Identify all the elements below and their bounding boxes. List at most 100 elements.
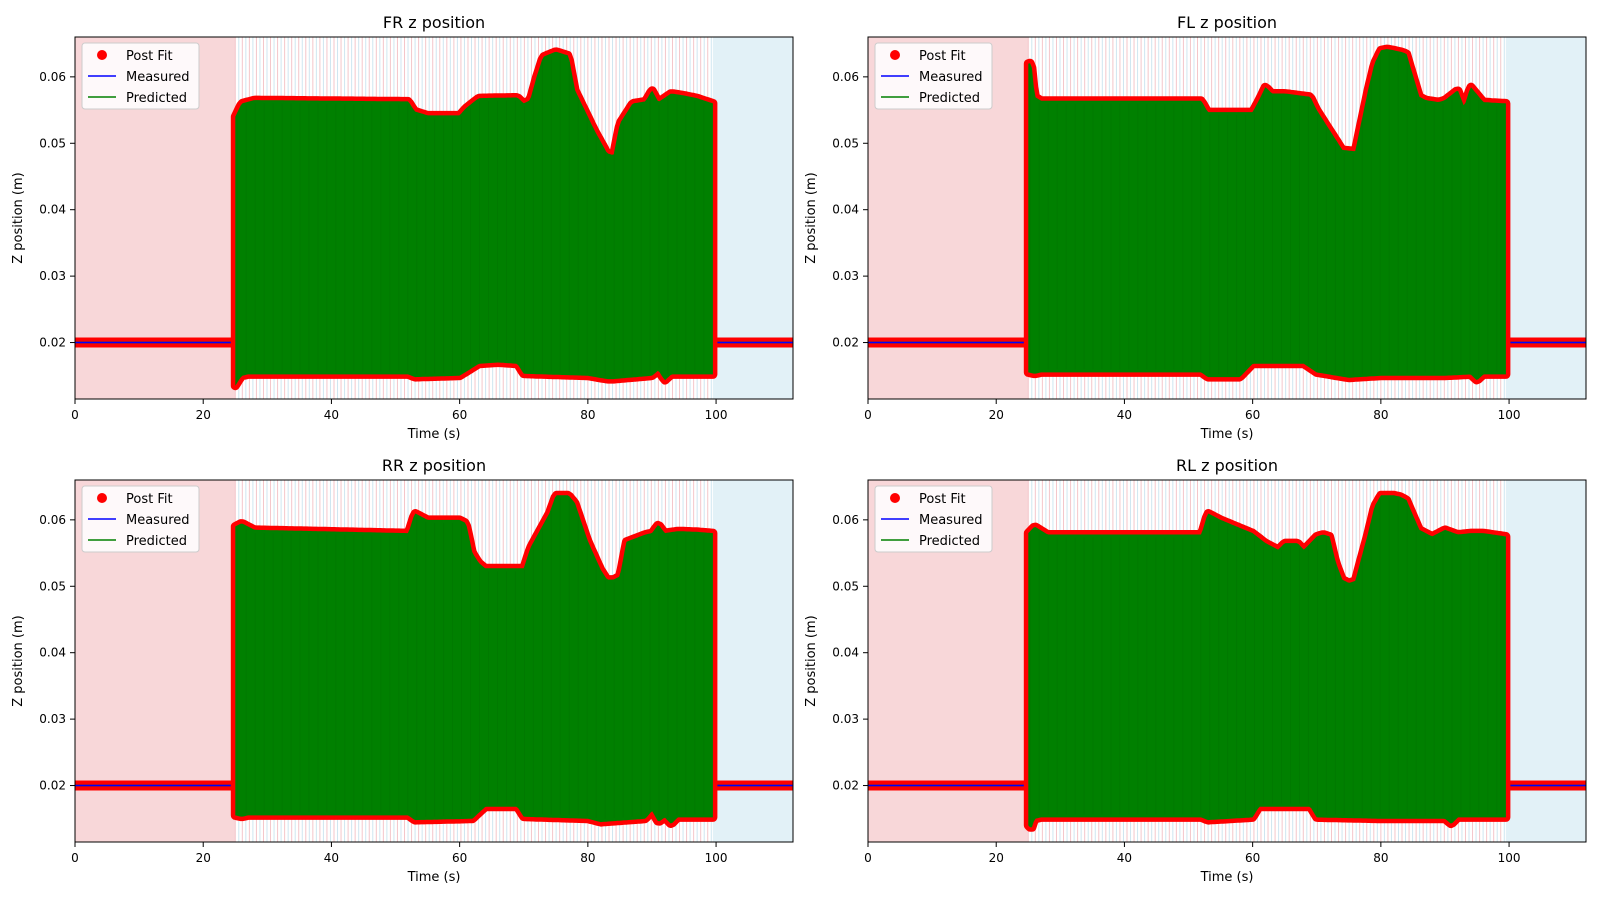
legend-box [81, 485, 200, 553]
legend-marker-post-fit [97, 50, 107, 60]
axes-frame [74, 479, 794, 843]
x-tick-label: 40 [324, 851, 339, 865]
legend: Post Fit Measured Predicted [81, 42, 200, 110]
plot-area [868, 37, 1586, 399]
x-axis-label: Time (s) [407, 870, 461, 885]
legend-label: Post Fit [126, 492, 173, 507]
y-tick-label: 0.03 [832, 269, 859, 283]
x-tick-label: 40 [324, 408, 339, 422]
y-tick-label: 0.06 [39, 70, 66, 84]
legend-label: Predicted [126, 534, 187, 549]
oscillation-traces [236, 56, 705, 380]
x-tick-label: 60 [452, 851, 467, 865]
x-tick-label: 20 [196, 408, 211, 422]
x-tick-label: 100 [705, 408, 728, 422]
x-tick-label: 40 [1117, 851, 1132, 865]
y-tick-label: 0.05 [39, 136, 66, 150]
x-tick-label: 40 [1117, 408, 1132, 422]
y-tick-label: 0.03 [39, 712, 66, 726]
x-tick-label: 100 [1498, 408, 1521, 422]
chart-panel-fr: 0 20 40 60 80 100 0.02 0.03 0.04 0.05 0.06 FR z pos… [11, 13, 794, 442]
predicted-band [235, 495, 713, 824]
legend-label: Predicted [919, 91, 980, 106]
chart-title: RL z position [1176, 456, 1278, 475]
legend-label: Post Fit [919, 49, 966, 64]
plot-area [75, 480, 793, 842]
chart-title: RR z position [382, 456, 486, 475]
plot-area [868, 480, 1586, 842]
y-tick-label: 0.06 [832, 513, 859, 527]
y-tick-label: 0.02 [832, 336, 859, 350]
oscillation-traces [1029, 52, 1498, 376]
legend: Post Fit Measured Predicted [81, 485, 200, 553]
x-axis-label: Time (s) [407, 427, 461, 442]
x-tick-label: 0 [71, 851, 79, 865]
legend: Post Fit Measured Predicted [874, 42, 993, 110]
legend-label: Predicted [126, 91, 187, 106]
x-axis-label: Time (s) [1200, 870, 1254, 885]
plot-area [75, 37, 793, 399]
x-tick-label: 80 [1373, 851, 1388, 865]
x-tick-label: 20 [196, 851, 211, 865]
y-axis-label: Z position (m) [804, 615, 819, 706]
y-tick-label: 0.05 [832, 136, 859, 150]
y-tick-label: 0.02 [832, 779, 859, 793]
x-tick-label: 100 [1498, 851, 1521, 865]
y-tick-label: 0.04 [832, 203, 859, 217]
x-tick-label: 0 [71, 408, 79, 422]
legend: Post Fit Measured Predicted [874, 485, 993, 553]
legend-box [874, 485, 993, 553]
chart-title: FL z position [1177, 13, 1277, 32]
axes-frame [867, 479, 1587, 843]
legend-label: Predicted [919, 534, 980, 549]
legend-box [81, 42, 200, 110]
chart-panel-rl: 0 20 40 60 80 100 0.02 0.03 0.04 0.05 0.06 RL z pos… [804, 456, 1587, 885]
legend-box [874, 42, 993, 110]
predicted-band [1028, 49, 1506, 380]
x-tick-label: 0 [864, 408, 872, 422]
y-axis-label: Z position (m) [804, 172, 819, 263]
oscillation-traces [1029, 498, 1498, 825]
chart-panel-fl: 0 20 40 60 80 100 0.02 0.03 0.04 0.05 0.06 FL z pos… [804, 13, 1587, 442]
chart-title: FR z position [383, 13, 485, 32]
x-tick-label: 80 [1373, 408, 1388, 422]
legend-marker-post-fit [890, 493, 900, 503]
x-tick-label: 20 [989, 408, 1004, 422]
legend-marker-post-fit [890, 50, 900, 60]
chart-panel-rr: 0 20 40 60 80 100 0.02 0.03 0.04 0.05 0.06 RR z pos… [11, 456, 794, 885]
y-tick-label: 0.06 [39, 513, 66, 527]
x-tick-label: 60 [1245, 408, 1260, 422]
predicted-band [1028, 495, 1506, 828]
predicted-band [235, 51, 713, 386]
legend-label: Measured [126, 513, 190, 528]
legend-label: Post Fit [126, 49, 173, 64]
x-tick-label: 20 [989, 851, 1004, 865]
x-tick-label: 60 [1245, 851, 1260, 865]
legend-label: Post Fit [919, 492, 966, 507]
y-tick-label: 0.04 [832, 646, 859, 660]
x-tick-label: 80 [580, 851, 595, 865]
y-tick-label: 0.05 [832, 579, 859, 593]
y-tick-label: 0.02 [39, 779, 66, 793]
y-tick-label: 0.06 [832, 70, 859, 84]
y-axis-label: Z position (m) [11, 172, 26, 263]
x-tick-label: 0 [864, 851, 872, 865]
x-axis-label: Time (s) [1200, 427, 1254, 442]
y-tick-label: 0.04 [39, 646, 66, 660]
y-tick-label: 0.04 [39, 203, 66, 217]
y-axis-label: Z position (m) [11, 615, 26, 706]
legend-label: Measured [919, 70, 983, 85]
legend-label: Measured [919, 513, 983, 528]
axes-frame [867, 36, 1587, 400]
y-tick-label: 0.02 [39, 336, 66, 350]
y-tick-label: 0.03 [832, 712, 859, 726]
axes-frame [74, 36, 794, 400]
y-tick-label: 0.03 [39, 269, 66, 283]
legend-marker-post-fit [97, 493, 107, 503]
x-tick-label: 60 [452, 408, 467, 422]
x-tick-label: 100 [705, 851, 728, 865]
y-tick-label: 0.05 [39, 579, 66, 593]
oscillation-traces [236, 498, 705, 819]
legend-label: Measured [126, 70, 190, 85]
